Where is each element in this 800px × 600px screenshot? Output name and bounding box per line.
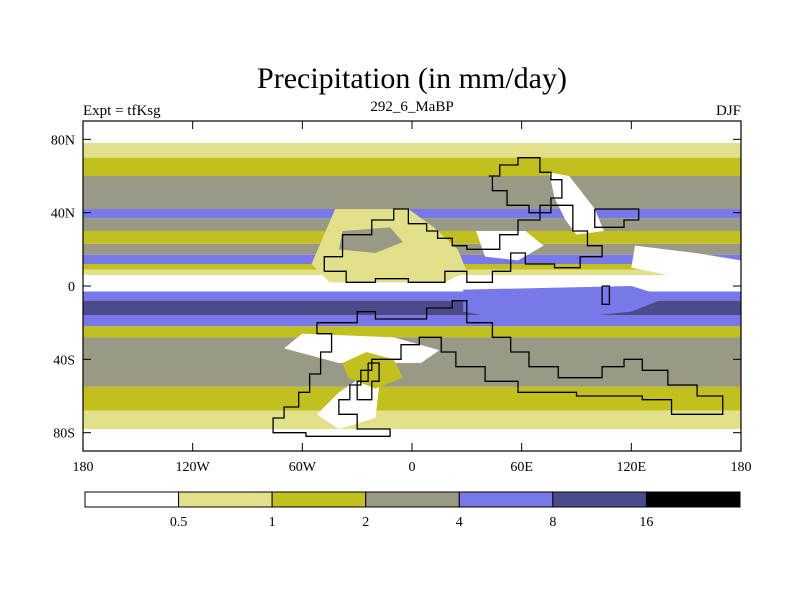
precip-band-1: [83, 143, 741, 158]
coastline-outline: [272, 157, 724, 437]
y-tick-label-2: 0: [68, 280, 75, 295]
x-tick-label-2: 60W: [289, 460, 317, 475]
chart-title: Precipitation (in mm/day): [257, 62, 567, 95]
x-tick-label-4: 60E: [510, 460, 533, 475]
x-tick-label-3: 0: [409, 460, 416, 475]
colorbar-box-1: [178, 491, 273, 508]
colorbar-label-0: 0.5: [170, 515, 188, 530]
colorbar-box-4: [458, 491, 554, 508]
precip-band-15: [83, 326, 741, 338]
colorbar-box-3: [365, 491, 460, 508]
precip-band-12: [83, 291, 741, 301]
precip-band-14: [83, 315, 741, 327]
precip-band-0: [83, 121, 741, 143]
x-tick-label-1: 120W: [176, 460, 211, 475]
colorbar-label-5: 16: [639, 515, 653, 530]
coastline-segment-0: [323, 204, 603, 283]
precip-band-19: [83, 429, 741, 451]
y-tick-label-1: 40N: [51, 207, 75, 222]
map-plot-area: [83, 121, 741, 451]
y-tick-label-4: 80S: [53, 427, 75, 442]
colorbar-label-3: 4: [456, 515, 463, 530]
x-tick-label-5: 120E: [617, 460, 647, 475]
time-label: 292_6_MaBP: [370, 99, 453, 115]
coastline-segment-2: [272, 300, 724, 437]
colorbar-label-2: 2: [362, 515, 369, 530]
coastline-segment-1: [488, 157, 563, 214]
x-tick-label-0: 180: [73, 460, 94, 475]
x-tick-label-6: 180: [731, 460, 752, 475]
precip-region-5: [631, 245, 741, 279]
precip-band-3: [83, 176, 741, 209]
coastline-segment-4: [594, 208, 640, 228]
season-label: DJF: [716, 103, 741, 119]
colorbar-box-0: [84, 491, 180, 508]
precip-region-9: [463, 286, 668, 323]
precip-region-10: [342, 352, 403, 389]
precip-region-1: [475, 231, 544, 261]
colorbar-box-5: [552, 491, 647, 508]
y-tick-label-0: 80N: [51, 133, 75, 148]
coastline-segment-3: [356, 362, 380, 401]
colorbar-box-6: [645, 491, 741, 508]
colorbar-label-4: 8: [549, 515, 556, 530]
colorbar-box-2: [271, 491, 367, 508]
map-axes: 180 120W 60W 0 60E 120E 180 80N 40N 0 40S 80S: [51, 121, 752, 475]
precip-region-4: [549, 172, 604, 235]
coastline-segment-5: [601, 285, 611, 305]
y-tick-label-3: 40S: [53, 353, 75, 368]
colorbar-label-1: 1: [269, 515, 276, 530]
experiment-label: Expt = tfKsg: [83, 103, 161, 119]
precip-region-3: [316, 374, 380, 429]
precip-region-7: [338, 227, 403, 253]
precip-band-2: [83, 157, 741, 176]
precip-band-18: [83, 410, 741, 429]
colorbar: 0.5 1 2 4 8 16: [84, 491, 741, 530]
